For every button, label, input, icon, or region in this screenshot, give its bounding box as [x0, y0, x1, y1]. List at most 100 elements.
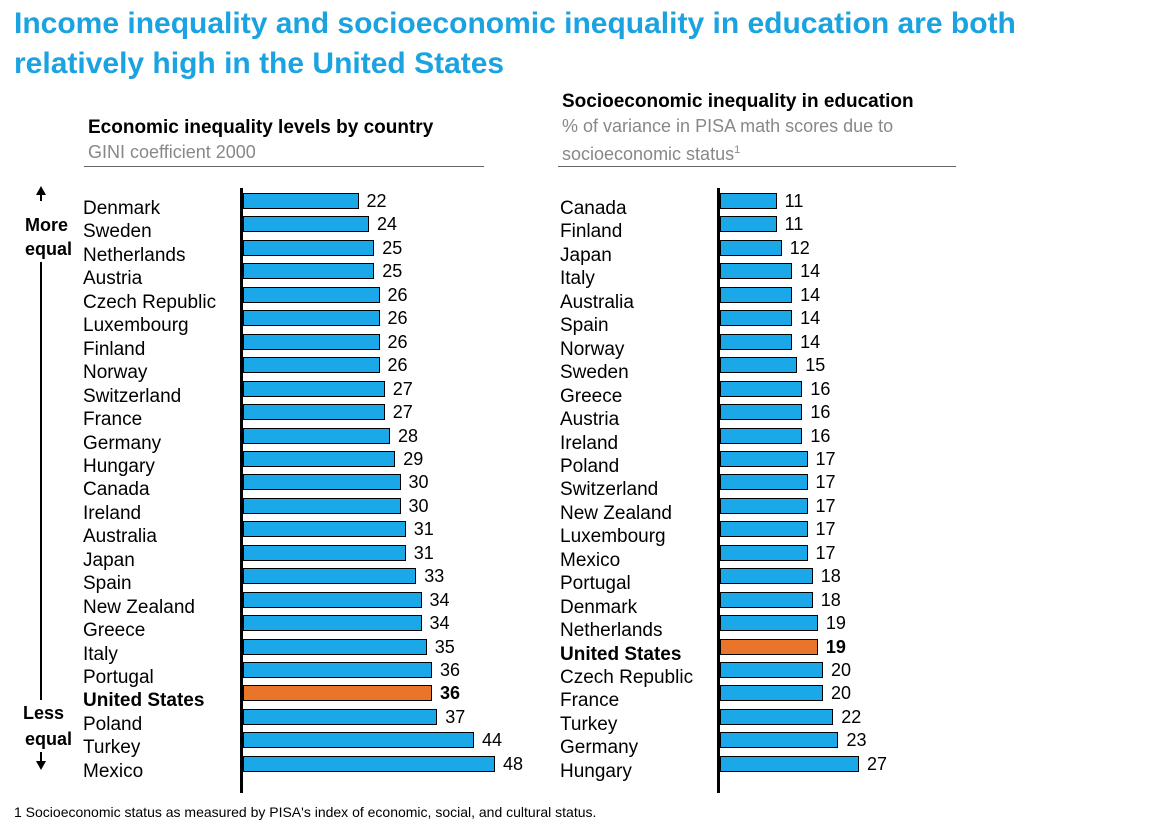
pisa-bar	[720, 239, 782, 256]
pisa-value-label: 17	[815, 519, 836, 540]
gini-bar	[243, 662, 432, 678]
gini-bar	[243, 216, 369, 233]
pisa-value-label: 22	[841, 706, 862, 727]
gini-bar	[243, 568, 417, 585]
pisa-value-label: 15	[805, 355, 826, 376]
gini-value-label: 25	[382, 237, 403, 258]
left-chart-subtitle: GINI coefficient 2000	[88, 142, 256, 162]
pisa-value-label: 23	[846, 730, 867, 751]
pisa-value-label: 18	[820, 589, 841, 610]
gini-value-label: 26	[387, 308, 408, 329]
left-header-rule	[84, 166, 484, 167]
gini-bar	[243, 404, 385, 421]
gini-bar	[243, 286, 380, 303]
pisa-category-label: Greece	[560, 385, 623, 407]
gini-category-label: Greece	[83, 620, 146, 642]
pisa-value-label: 14	[800, 308, 821, 329]
pisa-bar	[720, 615, 818, 632]
gini-value-label: 44	[482, 730, 503, 751]
gini-bar	[243, 310, 380, 327]
pisa-category-label: Spain	[560, 315, 609, 337]
pisa-value-label: 19	[825, 636, 846, 657]
gini-bar	[243, 755, 495, 772]
gini-category-label: Austria	[83, 268, 143, 290]
pisa-bar	[720, 216, 777, 233]
gini-axis-line	[240, 188, 243, 793]
pisa-category-label: Italy	[560, 268, 595, 290]
left-chart-title: Economic inequality levels by country	[88, 117, 434, 138]
pisa-bar	[720, 732, 839, 749]
right-header-rule	[558, 166, 956, 167]
gini-bar	[243, 521, 406, 538]
pisa-value-label: 20	[831, 660, 852, 680]
down-arrow-icon	[36, 761, 46, 770]
pisa-bar	[720, 638, 818, 655]
pisa-value-label: 16	[810, 402, 831, 423]
gini-bar	[243, 685, 432, 702]
pisa-category-label: Mexico	[560, 549, 621, 571]
gini-bar	[243, 638, 427, 655]
gini-category-label: Sweden	[83, 221, 152, 243]
pisa-category-label: Australia	[560, 291, 634, 313]
gini-value-label: 33	[424, 566, 445, 587]
gini-value-label: 48	[503, 753, 524, 774]
pisa-category-label: Denmark	[560, 596, 638, 618]
pisa-bar	[720, 474, 808, 491]
gini-bar	[243, 239, 375, 256]
gini-category-label: Norway	[83, 362, 148, 384]
pisa-category-label: Japan	[560, 244, 612, 266]
pisa-value-label: 11	[784, 214, 804, 235]
gini-value-label: 27	[392, 402, 413, 423]
gini-bar	[243, 708, 438, 725]
gini-bar	[243, 193, 359, 209]
pisa-bar	[720, 591, 813, 608]
pisa-value-label: 14	[800, 261, 821, 282]
pisa-category-label: Hungary	[560, 760, 632, 782]
gini-bar	[243, 333, 380, 350]
pisa-category-label: Switzerland	[560, 479, 659, 501]
gini-category-label: Denmark	[83, 198, 161, 219]
right-chart-subtitle-text: % of variance in PISA math scores due to…	[562, 116, 894, 164]
gini-value-label: 34	[429, 613, 450, 634]
pisa-value-label: 18	[820, 566, 841, 587]
pisa-category-label: Czech Republic	[560, 667, 694, 688]
gini-value-label: 26	[387, 284, 408, 305]
pisa-value-label: 16	[810, 425, 831, 446]
pisa-bar	[720, 544, 808, 561]
gini-category-label: Italy	[83, 643, 118, 665]
gini-value-label: 24	[377, 214, 398, 235]
gini-category-label: Germany	[83, 432, 162, 454]
pisa-value-label: 17	[815, 495, 836, 516]
up-arrow-icon	[36, 186, 46, 195]
pisa-bar	[720, 357, 798, 374]
more-label: More	[24, 215, 68, 235]
pisa-bar	[720, 685, 823, 702]
gini-category-label: Spain	[83, 573, 132, 595]
gini-value-label: 25	[382, 261, 403, 282]
arrow-stem-top	[40, 194, 42, 201]
arrow-stem-middle	[40, 262, 42, 700]
gini-category-label: Hungary	[83, 455, 155, 477]
gini-category-label: Finland	[83, 338, 146, 360]
gini-category-label: Portugal	[83, 667, 154, 688]
pisa-category-label: Turkey	[560, 713, 618, 735]
gini-category-label: Poland	[83, 713, 143, 735]
gini-value-label: 37	[445, 706, 466, 727]
gini-category-label: Czech Republic	[83, 291, 217, 313]
pisa-category-label: Norway	[560, 338, 625, 360]
pisa-value-label: 19	[825, 613, 846, 634]
pisa-category-label: Sweden	[560, 362, 629, 384]
gini-value-label: 22	[366, 191, 387, 211]
pisa-category-label: Austria	[560, 409, 620, 431]
gini-category-label: Switzerland	[83, 385, 182, 407]
pisa-value-label: 20	[831, 683, 852, 704]
gini-value-label: 30	[408, 472, 429, 493]
gini-value-label: 30	[408, 495, 429, 516]
right-chart-subtitle: % of variance in PISA math scores due to…	[562, 114, 962, 166]
gini-bar	[243, 450, 396, 467]
pisa-category-label: Finland	[560, 221, 623, 243]
pisa-bar	[720, 521, 808, 538]
pisa-bar	[720, 427, 803, 444]
pisa-value-label: 17	[815, 448, 836, 469]
gini-category-label: United States	[83, 690, 205, 712]
